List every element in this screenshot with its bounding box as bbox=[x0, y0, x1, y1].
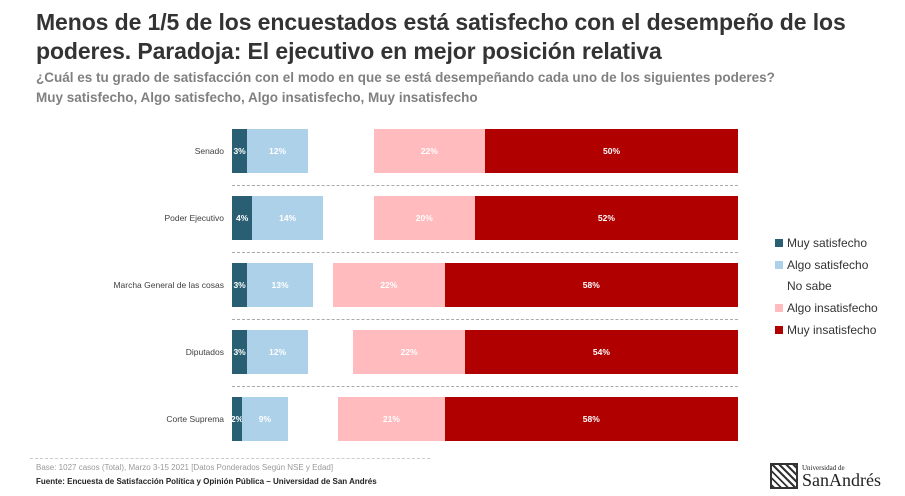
legend-item: Algo insatisfecho bbox=[775, 301, 878, 315]
bar-segment-algo-satisfecho: 12% bbox=[247, 330, 308, 374]
bar-segment-no-sabe bbox=[287, 397, 339, 441]
bar-segment-muy-satisfecho: 4% bbox=[232, 196, 253, 240]
legend-label: Muy insatisfecho bbox=[787, 322, 877, 337]
category-label: Diputados bbox=[185, 347, 224, 357]
data-label: 21% bbox=[382, 414, 400, 424]
bar-segment-algo-insatisfecho: 21% bbox=[338, 397, 445, 441]
crest-icon bbox=[770, 463, 798, 489]
data-label: 20% bbox=[415, 213, 433, 223]
data-label: 2% bbox=[230, 414, 244, 424]
row-separator bbox=[232, 252, 738, 253]
data-label: 22% bbox=[400, 347, 418, 357]
data-label: 3% bbox=[233, 347, 246, 357]
legend-label: No sabe bbox=[787, 279, 832, 294]
bar-segment-algo-insatisfecho: 22% bbox=[333, 263, 445, 307]
row-separator bbox=[232, 319, 738, 320]
page-title: Menos de 1/5 de los encuestados está sat… bbox=[36, 9, 846, 64]
footer-base: Base: 1027 casos (Total), Marzo 3-15 202… bbox=[36, 463, 334, 472]
data-label: 22% bbox=[420, 146, 438, 156]
bar-segment-algo-satisfecho: 13% bbox=[247, 263, 313, 307]
legend-swatch bbox=[775, 260, 783, 269]
data-label: 14% bbox=[279, 213, 297, 223]
bar-segment-no-sabe bbox=[307, 330, 354, 374]
bar-segment-muy-satisfecho: 3% bbox=[232, 129, 248, 173]
data-label: 12% bbox=[269, 347, 287, 357]
data-label: 52% bbox=[597, 213, 615, 223]
bar-segment-muy-satisfecho: 3% bbox=[232, 330, 248, 374]
row-separator bbox=[232, 185, 738, 186]
logo-line2: SanAndrés bbox=[802, 470, 881, 490]
bar-segment-algo-satisfecho: 14% bbox=[252, 196, 324, 240]
legend-swatch bbox=[775, 304, 783, 313]
bar-segment-muy-insatisfecho: 54% bbox=[464, 330, 738, 374]
footer-divider bbox=[30, 458, 430, 459]
data-label: 12% bbox=[269, 146, 287, 156]
bar-segment-no-sabe bbox=[312, 263, 334, 307]
category-label: Marcha General de las cosas bbox=[113, 280, 224, 290]
data-label: 50% bbox=[602, 146, 620, 156]
legend-swatch bbox=[775, 325, 783, 334]
legend-item: Muy satisfecho bbox=[775, 236, 867, 250]
legend-swatch bbox=[775, 239, 783, 247]
bar-segment-no-sabe bbox=[307, 129, 374, 173]
data-label: 54% bbox=[592, 347, 610, 357]
legend-label: Algo insatisfecho bbox=[787, 301, 878, 316]
data-label: 58% bbox=[582, 414, 600, 424]
legend-item: Muy insatisfecho bbox=[775, 323, 876, 337]
bar-segment-algo-satisfecho: 12% bbox=[247, 129, 308, 173]
category-label: Corte Suprema bbox=[166, 414, 224, 424]
footer-source: Fuente: Encuesta de Satisfacción Polític… bbox=[36, 477, 377, 486]
subtitle-options: Muy satisfecho, Algo satisfecho, Algo in… bbox=[36, 90, 478, 105]
bar-segment-algo-insatisfecho: 20% bbox=[373, 196, 475, 240]
legend-item: Algo satisfecho bbox=[775, 258, 868, 272]
bar-segment-no-sabe bbox=[323, 196, 374, 240]
data-label: 9% bbox=[258, 414, 272, 424]
legend-label: Algo satisfecho bbox=[787, 257, 869, 272]
bar-segment-algo-satisfecho: 9% bbox=[242, 397, 288, 441]
bar-segment-algo-insatisfecho: 22% bbox=[353, 330, 465, 374]
legend-label: Muy satisfecho bbox=[787, 236, 868, 250]
bar-segment-muy-satisfecho: 3% bbox=[232, 263, 248, 307]
bar-segment-muy-satisfecho: 2% bbox=[230, 397, 244, 441]
data-label: 4% bbox=[235, 213, 249, 223]
bar-segment-muy-insatisfecho: 58% bbox=[444, 263, 738, 307]
data-label: 3% bbox=[233, 146, 246, 156]
subtitle-question: ¿Cuál es tu grado de satisfacción con el… bbox=[36, 70, 775, 85]
bar-segment-algo-insatisfecho: 22% bbox=[373, 129, 485, 173]
legend-item: No sabe bbox=[775, 279, 832, 293]
logo-line1: Universidad de bbox=[802, 464, 845, 472]
data-label: 58% bbox=[582, 280, 600, 290]
category-label: Poder Ejecutivo bbox=[164, 213, 224, 223]
bar-segment-muy-insatisfecho: 52% bbox=[474, 196, 738, 240]
bar-segment-muy-insatisfecho: 58% bbox=[444, 397, 738, 441]
data-label: 3% bbox=[233, 280, 246, 290]
row-separator bbox=[232, 386, 738, 387]
data-label: 22% bbox=[380, 280, 398, 290]
legend-swatch bbox=[775, 282, 783, 291]
data-label: 13% bbox=[271, 280, 289, 290]
category-label: Senado bbox=[194, 146, 224, 156]
university-logo: Universidad de SanAndrés bbox=[770, 463, 881, 489]
bar-segment-muy-insatisfecho: 50% bbox=[485, 129, 738, 173]
